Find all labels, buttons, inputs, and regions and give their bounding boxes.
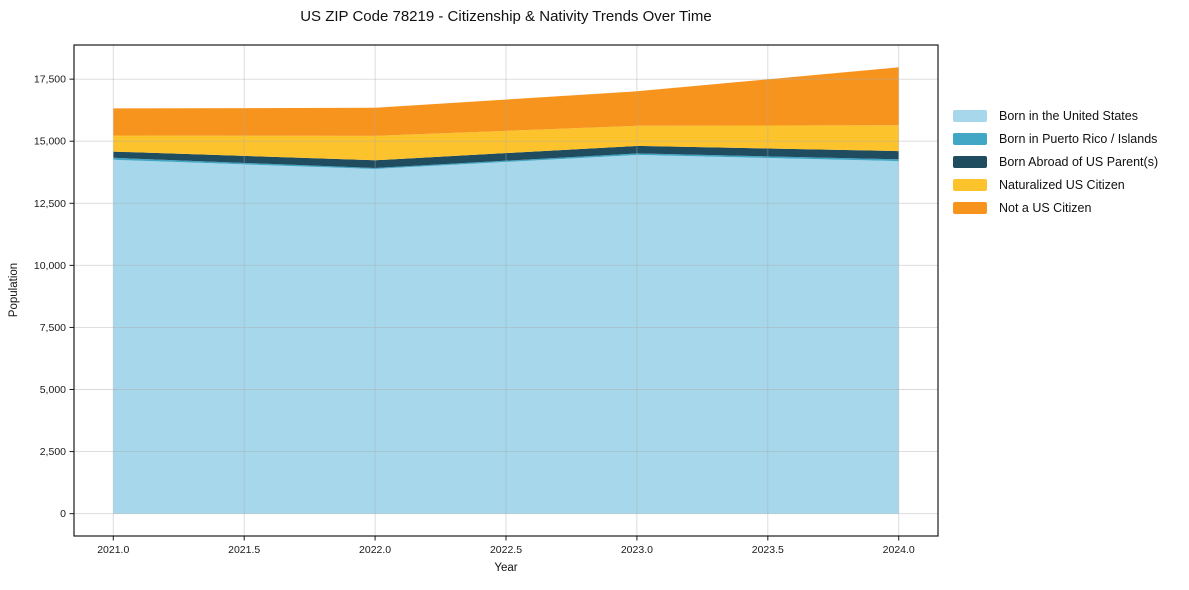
legend-swatch [953,132,987,145]
y-tick-label: 2,500 [40,446,66,458]
legend-item: Not a US Citizen [953,196,1158,219]
legend-item: Born in the United States [953,104,1158,127]
legend-swatch [953,155,987,168]
y-tick-label: 15,000 [34,136,66,148]
legend: Born in the United States Born in Puerto … [953,104,1158,219]
x-tick-label: 2022.0 [359,544,391,556]
area-series-2 [113,145,899,168]
legend-label: Born in Puerto Rico / Islands [999,131,1158,146]
y-tick-label: 17,500 [34,74,66,86]
legend-item: Born in Puerto Rico / Islands [953,127,1158,150]
x-tick-label: 2023.5 [752,544,784,556]
legend-label: Naturalized US Citizen [999,177,1125,192]
x-tick-label: 2024.0 [883,544,915,556]
legend-label: Not a US Citizen [999,200,1092,215]
x-axis-label: Year [494,562,518,574]
y-tick-label: 0 [60,508,66,520]
x-tick-label: 2023.0 [621,544,653,556]
area-series-3 [113,125,899,161]
legend-swatch [953,201,987,214]
legend-swatch [953,178,987,191]
legend-swatch [953,109,987,122]
y-tick-label: 7,500 [40,322,66,334]
chart-title: US ZIP Code 78219 - Citizenship & Nativi… [300,8,712,25]
y-axis-label: Population [8,262,20,318]
y-tick-label: 10,000 [34,260,66,272]
area-series-1 [113,153,899,169]
y-tick-label: 12,500 [34,198,66,210]
legend-item: Born Abroad of US Parent(s) [953,150,1158,173]
x-tick-label: 2021.0 [97,544,129,556]
x-tick-label: 2022.5 [490,544,522,556]
legend-item: Naturalized US Citizen [953,173,1158,196]
area-series-4 [113,67,899,136]
legend-label: Born in the United States [999,108,1138,123]
legend-label: Born Abroad of US Parent(s) [999,154,1159,169]
y-tick-label: 5,000 [40,384,66,396]
x-tick-label: 2021.5 [228,544,260,556]
area-series-0 [113,154,899,514]
